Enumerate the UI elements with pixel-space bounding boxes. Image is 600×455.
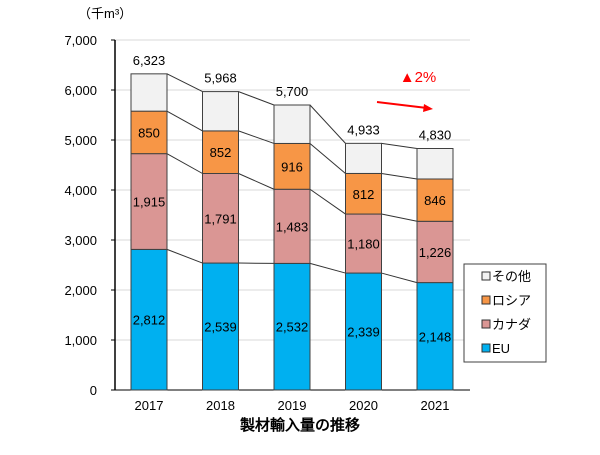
legend-swatch — [482, 320, 490, 328]
connector-line — [167, 74, 203, 92]
connector-line — [239, 131, 275, 144]
segment-label: 2,339 — [347, 325, 380, 340]
x-tick-label: 2018 — [206, 398, 235, 413]
segment-label: 2,148 — [419, 329, 452, 344]
segment-label: 2,532 — [276, 320, 309, 335]
connector-line — [239, 92, 275, 105]
legend-label: EU — [492, 341, 510, 356]
connector-line — [239, 174, 275, 190]
legend-swatch — [482, 344, 490, 352]
x-tick-label: 2020 — [349, 398, 378, 413]
connector-line — [167, 154, 203, 174]
unit-label: （千m³） — [78, 6, 132, 21]
y-tick-label: 2,000 — [64, 283, 97, 298]
y-tick-label: 5,000 — [64, 133, 97, 148]
segment-label: 1,915 — [133, 195, 166, 210]
bar-segment-その他 — [417, 149, 453, 180]
connector-line — [167, 111, 203, 131]
connector-line — [310, 105, 346, 143]
y-tick-label: 0 — [90, 383, 97, 398]
connector-line — [310, 189, 346, 214]
connector-line — [310, 143, 346, 173]
connector-line — [382, 214, 418, 221]
legend-label: その他 — [492, 269, 531, 284]
bar-segment-その他 — [346, 143, 382, 173]
y-tick-label: 4,000 — [64, 183, 97, 198]
connector-line — [167, 249, 203, 263]
segment-label: 1,226 — [419, 245, 452, 260]
x-tick-label: 2017 — [135, 398, 164, 413]
total-label: 4,830 — [419, 128, 452, 143]
bar-segment-その他 — [274, 105, 310, 143]
connector-line — [310, 263, 346, 273]
x-tick-label: 2019 — [278, 398, 307, 413]
connector-line — [382, 173, 418, 179]
total-label: 5,700 — [276, 84, 309, 99]
y-tick-label: 6,000 — [64, 83, 97, 98]
total-label: 5,968 — [204, 71, 237, 86]
connector-line — [382, 143, 418, 148]
x-tick-label: 2021 — [421, 398, 450, 413]
legend-swatch — [482, 296, 490, 304]
trend-arrow-head — [423, 104, 433, 112]
y-tick-label: 7,000 — [64, 33, 97, 48]
legend-label: ロシア — [492, 293, 531, 308]
segment-label: 1,180 — [347, 237, 380, 252]
segment-label: 2,812 — [133, 313, 166, 328]
bar-segment-その他 — [131, 74, 167, 111]
chart-title: 製材輸入量の推移 — [239, 416, 360, 434]
total-label: 4,933 — [347, 122, 380, 137]
segment-label: 812 — [353, 187, 375, 202]
y-tick-label: 3,000 — [64, 233, 97, 248]
segment-label: 2,539 — [204, 320, 237, 335]
segment-label: 916 — [281, 159, 303, 174]
legend-label: カナダ — [492, 317, 531, 332]
y-tick-label: 1,000 — [64, 333, 97, 348]
segment-label: 1,483 — [276, 219, 309, 234]
segment-label: 1,791 — [204, 211, 237, 226]
segment-label: 852 — [210, 145, 232, 160]
segment-label: 850 — [138, 125, 160, 140]
total-label: 6,323 — [133, 53, 166, 68]
trend-arrow-line — [377, 102, 427, 108]
segment-label: 846 — [424, 193, 446, 208]
legend-swatch — [482, 272, 490, 280]
change-annotation: ▲2% — [400, 69, 437, 86]
connector-line — [382, 273, 418, 283]
bar-segment-その他 — [203, 92, 239, 131]
